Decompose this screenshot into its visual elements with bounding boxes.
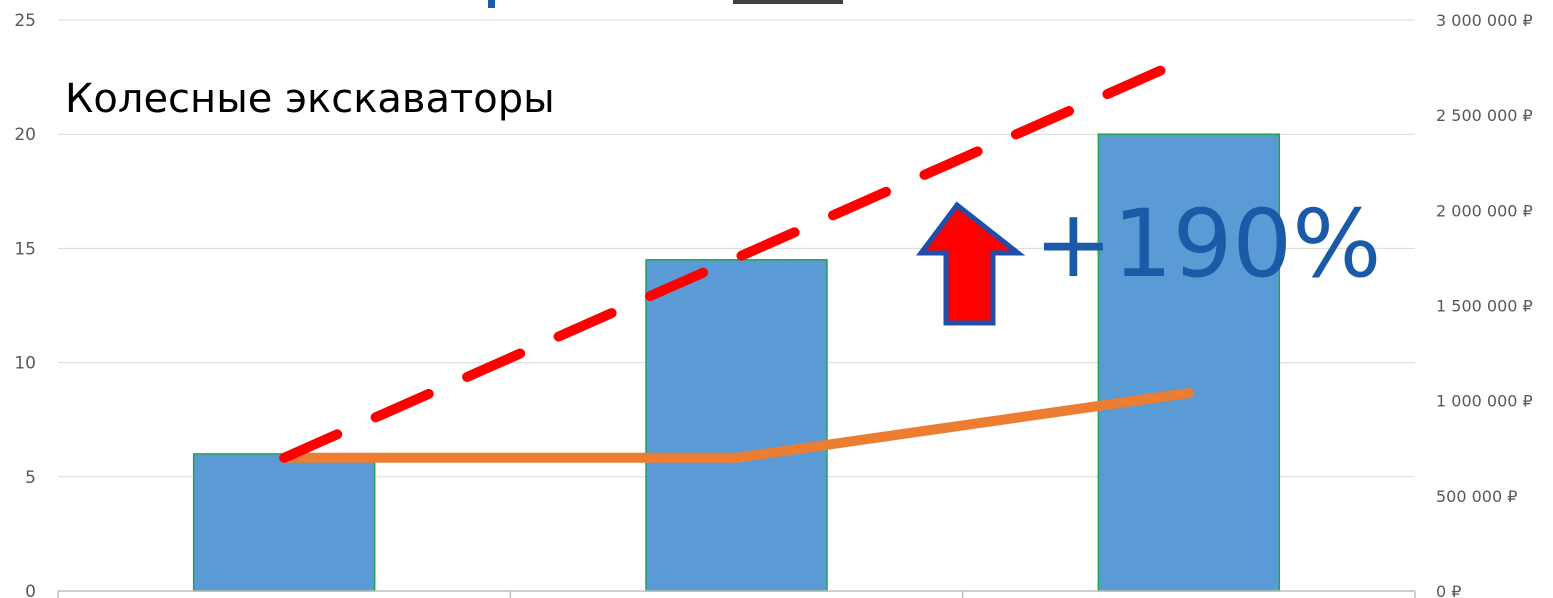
right-tick-label: 2 500 000 ₽: [1436, 106, 1533, 125]
right-tick-label: 1 500 000 ₽: [1436, 297, 1533, 316]
up-arrow-icon: [916, 201, 1026, 326]
dashed-trend-line: [279, 53, 1194, 463]
right-axis-ticks: 0 ₽ 500 000 ₽ 1 000 000 ₽ 1 500 000 ₽ 2 000 …: [1436, 11, 1533, 598]
left-tick-label: 20: [14, 125, 36, 145]
top-decor-fragment: [733, 0, 843, 4]
right-tick-label: 3 000 000 ₽: [1436, 11, 1533, 30]
right-tick-label: 500 000 ₽: [1436, 487, 1517, 506]
right-tick-label: 2 000 000 ₽: [1436, 201, 1533, 220]
bar: [645, 259, 828, 592]
left-tick-label: 5: [25, 468, 36, 488]
left-axis-ticks: 0 5 10 15 20 25: [14, 11, 36, 598]
bars: [192, 133, 1281, 592]
chart-title: Колесные экскаваторы: [65, 76, 555, 122]
growth-callout: +190%: [1034, 190, 1382, 299]
right-tick-label: 0 ₽: [1436, 582, 1461, 598]
left-tick-label: 10: [14, 354, 36, 374]
price-line: [279, 388, 1194, 463]
series-lines: [279, 53, 1194, 463]
left-tick-label: 25: [14, 11, 36, 31]
bar: [192, 453, 376, 592]
x-axis: [57, 590, 1416, 598]
left-tick-label: 15: [14, 239, 36, 259]
left-tick-label: 0: [25, 582, 36, 598]
right-tick-label: 1 000 000 ₽: [1436, 392, 1533, 411]
top-decor-fragment: [488, 0, 495, 8]
bar: [1097, 133, 1281, 592]
